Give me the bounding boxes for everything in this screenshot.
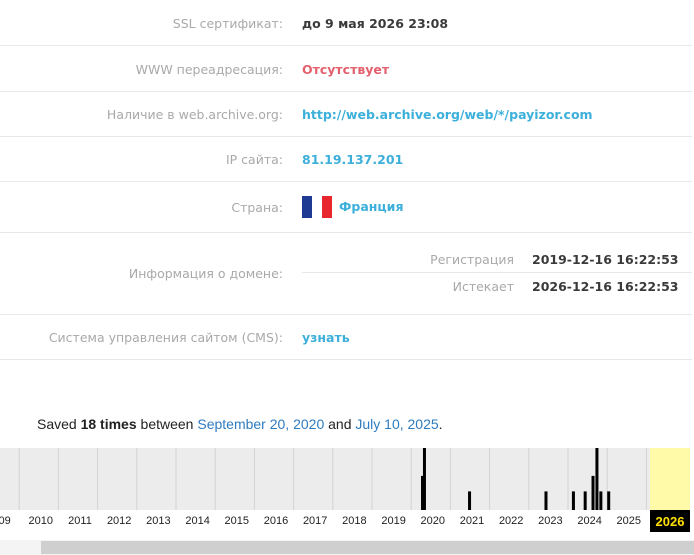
year-label[interactable]: 2015 <box>224 515 250 527</box>
year-label[interactable]: 2017 <box>302 515 328 527</box>
ip-link[interactable]: 81.19.137.201 <box>302 152 404 167</box>
registration-label: Регистрация <box>430 252 514 267</box>
capture-bar[interactable] <box>544 491 548 510</box>
archive-link[interactable]: http://web.archive.org/web/*/payizor.com <box>302 107 593 122</box>
saved-end: . <box>438 416 443 432</box>
current-year-column[interactable] <box>650 448 690 510</box>
year-label[interactable]: 2025 <box>616 515 642 527</box>
year-label[interactable]: 2022 <box>498 515 524 527</box>
capture-bar[interactable] <box>607 491 611 510</box>
capture-bar[interactable] <box>571 491 575 510</box>
www-redirect-row: WWW переадресация: Отсутствует <box>0 46 692 92</box>
cms-link[interactable]: узнать <box>302 330 350 345</box>
domain-expiry: Истекает 2026-12-16 16:22:53 <box>302 273 692 313</box>
wayback-summary: Saved 18 times between September 20, 202… <box>37 416 443 432</box>
expires-label: Истекает <box>452 279 514 294</box>
domain-info-row: Информация о домене: Регистрация 2019-12… <box>0 233 692 315</box>
archive-label: Наличие в web.archive.org: <box>106 107 283 122</box>
country-label: Страна: <box>231 200 283 215</box>
year-label[interactable]: 2018 <box>342 515 367 527</box>
cms-label: Система управления сайтом (CMS): <box>48 330 283 345</box>
ip-row: IP сайта: 81.19.137.201 <box>0 137 692 182</box>
ssl-row: SSL сертификат: до 9 мая 2026 23:08 <box>0 0 692 46</box>
year-label[interactable]: 2014 <box>185 515 210 527</box>
saved-between: between <box>136 416 198 432</box>
capture-bar[interactable] <box>583 491 587 510</box>
year-label[interactable]: 2019 <box>381 515 406 527</box>
year-label[interactable]: 2011 <box>68 515 92 527</box>
cms-row: Система управления сайтом (CMS): узнать <box>0 315 692 360</box>
registration-value: 2019-12-16 16:22:53 <box>532 252 679 267</box>
www-redirect-value: Отсутствует <box>302 62 390 77</box>
year-label[interactable]: 009 <box>0 515 11 527</box>
domain-info-label: Информация о домене: <box>128 266 283 281</box>
capture-bar[interactable] <box>595 448 599 510</box>
capture-timeline-chart[interactable] <box>0 448 694 510</box>
year-label[interactable]: 2021 <box>459 515 485 527</box>
saved-count: 18 times <box>80 416 137 432</box>
timeline-year-axis: 2026 009 2010 2011 2012 2013 2014 2015 2016 2017… <box>0 510 694 532</box>
year-label[interactable]: 2016 <box>263 515 289 527</box>
year-label[interactable]: 2020 <box>420 515 446 527</box>
year-label[interactable]: 2010 <box>28 515 54 527</box>
capture-bar[interactable] <box>422 448 426 510</box>
country-link[interactable]: Франция <box>339 199 404 214</box>
ssl-value: до 9 мая 2026 23:08 <box>302 16 449 31</box>
year-label[interactable]: 2023 <box>538 515 563 527</box>
current-year-label[interactable]: 2026 <box>650 510 690 532</box>
year-label[interactable]: 2012 <box>106 515 132 527</box>
last-capture-link[interactable]: July 10, 2025 <box>355 416 439 432</box>
timeline-scrollbar-thumb[interactable] <box>41 541 694 554</box>
www-redirect-label: WWW переадресация: <box>135 62 283 77</box>
timeline-scrollbar[interactable] <box>0 540 694 555</box>
capture-bar[interactable] <box>599 491 603 510</box>
saved-and: and <box>324 416 356 432</box>
first-capture-link[interactable]: September 20, 2020 <box>197 416 325 432</box>
capture-bar[interactable] <box>421 475 424 510</box>
capture-bar[interactable] <box>591 475 595 510</box>
timeline-background <box>0 448 650 510</box>
domain-registration: Регистрация 2019-12-16 16:22:53 <box>302 233 692 273</box>
ssl-label: SSL сертификат: <box>172 16 283 31</box>
france-flag-icon <box>302 196 332 218</box>
saved-prefix: Saved <box>37 416 81 432</box>
expires-value: 2026-12-16 16:22:53 <box>532 279 679 294</box>
archive-row: Наличие в web.archive.org: http://web.ar… <box>0 92 692 137</box>
capture-bar[interactable] <box>468 491 472 510</box>
country-row: Страна: Франция <box>0 182 692 233</box>
year-label[interactable]: 2024 <box>577 515 602 527</box>
ip-label: IP сайта: <box>225 152 283 167</box>
year-label[interactable]: 2013 <box>146 515 171 527</box>
